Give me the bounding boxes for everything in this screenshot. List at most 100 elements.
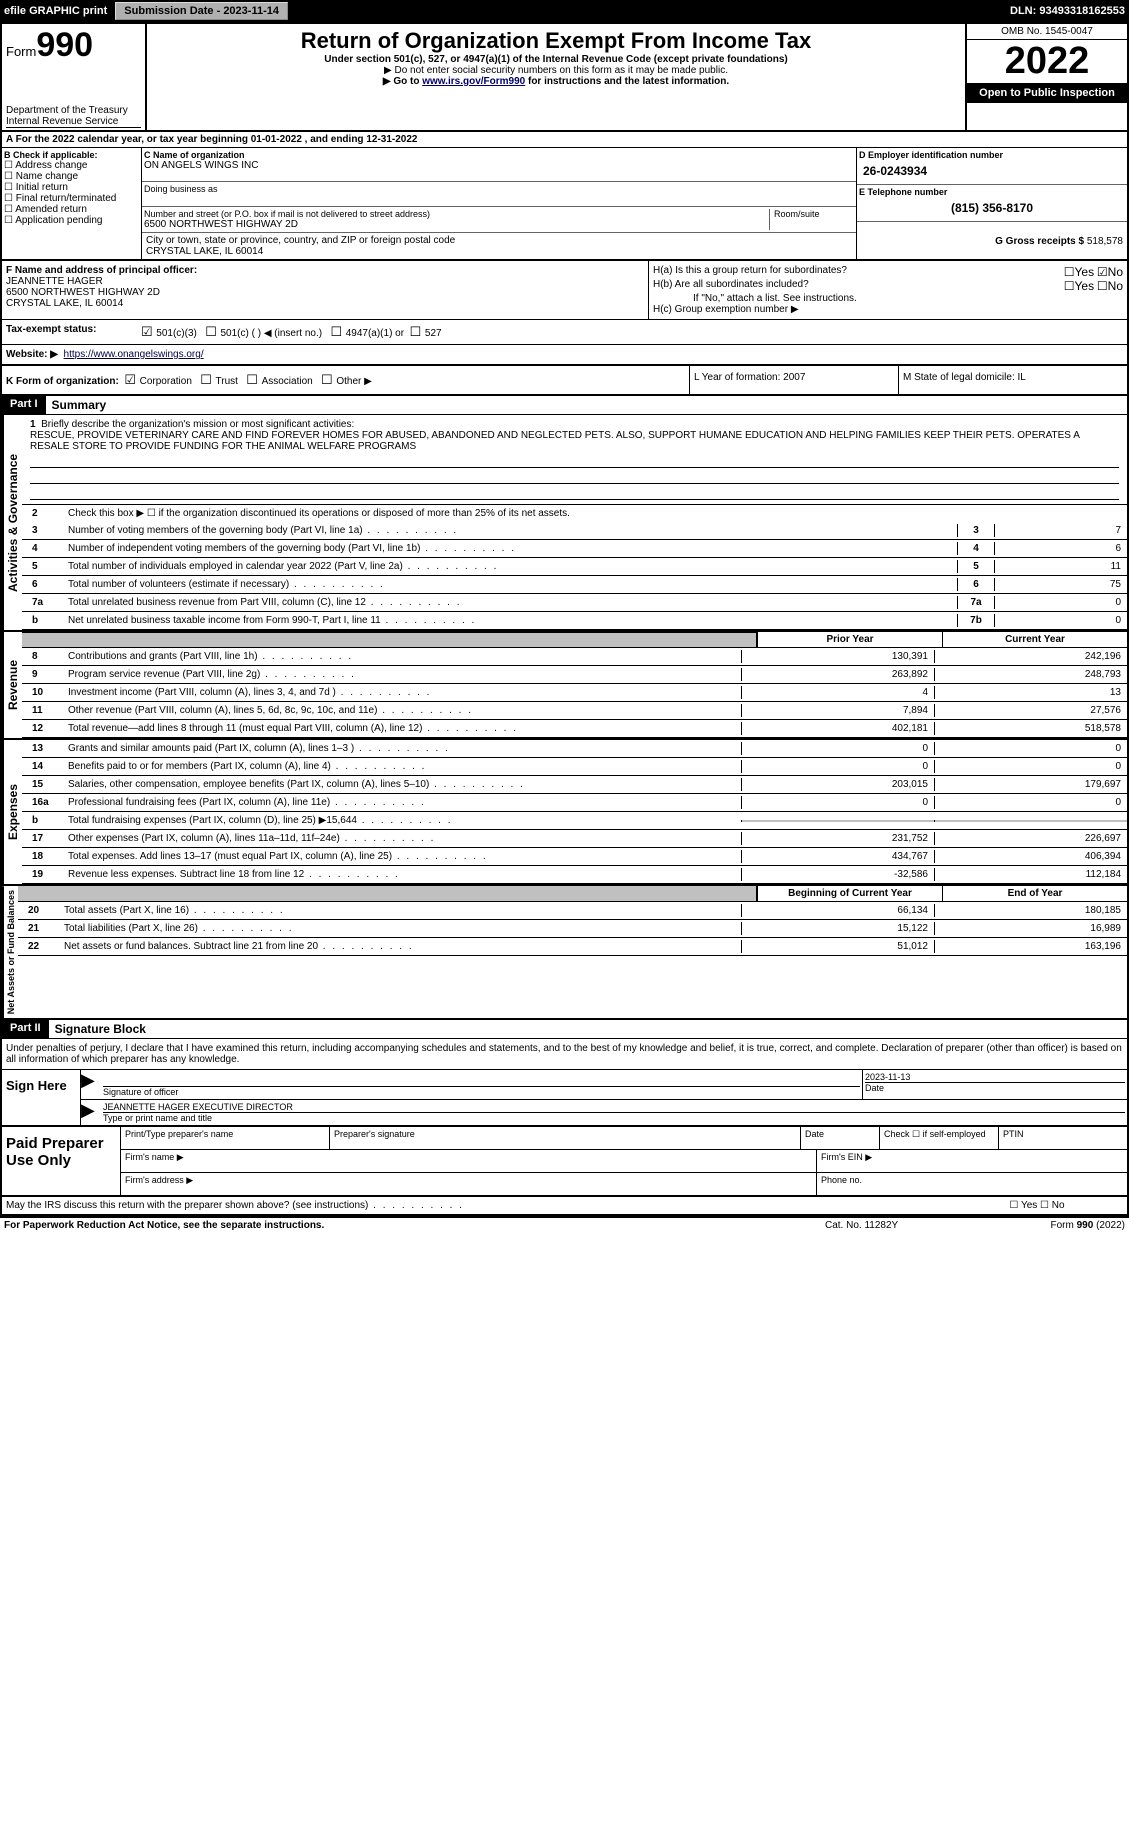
addr-value: 6500 NORTHWEST HIGHWAY 2D [144, 219, 765, 230]
omb-number: OMB No. 1545-0047 [967, 24, 1127, 40]
prep-firm-name: Firm's name ▶ [121, 1150, 817, 1172]
gross-value: 518,578 [1087, 236, 1123, 247]
sig-name-cell: JEANNETTE HAGER EXECUTIVE DIRECTOR Type … [101, 1100, 1127, 1125]
header-right: OMB No. 1545-0047 2022 Open to Public In… [965, 24, 1127, 130]
chk-assoc[interactable]: ☐ [246, 372, 261, 387]
current-year-hdr: Current Year [942, 632, 1127, 647]
website-label: Website: ▶ [6, 349, 58, 360]
website-link[interactable]: https://www.onangelswings.org/ [64, 349, 204, 360]
gov-line: 5Total number of individuals employed in… [22, 558, 1127, 576]
chk-final[interactable]: ☐ Final return/terminated [4, 193, 139, 204]
dept-label: Department of the Treasury [6, 105, 141, 116]
discuss-yn[interactable]: ☐ Yes ☐ No [947, 1200, 1127, 1211]
box-h: H(a) Is this a group return for subordin… [649, 261, 1127, 319]
expenses-section: Expenses 13Grants and similar amounts pa… [2, 738, 1127, 884]
addr-cell: Number and street (or P.O. box if mail i… [142, 207, 856, 233]
part-1-title: Summary [46, 396, 113, 414]
sign-here-row: Sign Here ▶ Signature of officer 2023-11… [2, 1070, 1127, 1127]
sig-date-label: Date [865, 1083, 884, 1093]
section-b-to-g: B Check if applicable: ☐ Address change … [2, 148, 1127, 261]
preparer-label: Paid Preparer Use Only [2, 1127, 121, 1195]
ein-cell: D Employer identification number 26-0243… [857, 148, 1127, 185]
sig-officer-cell[interactable]: Signature of officer [101, 1070, 862, 1099]
chk-amended[interactable]: ☐ Amended return [4, 204, 139, 215]
chk-address[interactable]: ☐ Address change [4, 160, 139, 171]
officer-addr2: CRYSTAL LAKE, IL 60014 [6, 298, 123, 309]
data-line: 17Other expenses (Part IX, column (A), l… [22, 830, 1127, 848]
prep-firm-row: Firm's name ▶ Firm's EIN ▶ [121, 1150, 1127, 1173]
section-f-h: F Name and address of principal officer:… [2, 261, 1127, 320]
preparer-row: Paid Preparer Use Only Print/Type prepar… [2, 1127, 1127, 1197]
dba-cell: Doing business as [142, 182, 856, 207]
phone-cell: E Telephone number (815) 356-8170 [857, 185, 1127, 222]
chk-527[interactable]: ☐ 527 [410, 324, 442, 340]
chk-other[interactable]: ☐ [321, 372, 336, 387]
chk-pending[interactable]: ☐ Application pending [4, 215, 139, 226]
chk-name[interactable]: ☐ Name change [4, 171, 139, 182]
part-2-badge: Part II [2, 1020, 49, 1038]
ha-no[interactable]: ☑No [1097, 265, 1123, 279]
open-public-badge: Open to Public Inspection [967, 83, 1127, 103]
form-big: 990 [36, 26, 93, 64]
box-f: F Name and address of principal officer:… [2, 261, 649, 319]
form-header: Form990 Department of the Treasury Inter… [2, 24, 1127, 132]
org-name-value: ON ANGELS WINGS INC [144, 160, 854, 171]
data-line: 16aProfessional fundraising fees (Part I… [22, 794, 1127, 812]
sig-date-value: 2023-11-13 [865, 1072, 1125, 1083]
phone-label: E Telephone number [859, 187, 1125, 197]
hb-yes[interactable]: ☐Yes [1064, 279, 1094, 293]
website-row: Website: ▶ https://www.onangelswings.org… [2, 345, 1127, 366]
data-line: 10Investment income (Part VIII, column (… [22, 684, 1127, 702]
city-cell: City or town, state or province, country… [142, 233, 856, 259]
chk-trust[interactable]: ☐ [200, 372, 215, 387]
gov-line: 6Total number of volunteers (estimate if… [22, 576, 1127, 594]
chk-initial[interactable]: ☐ Initial return [4, 182, 139, 193]
end-year-hdr: End of Year [942, 886, 1127, 901]
sig-arrow-2: ▶ [81, 1100, 101, 1125]
data-line: 13Grants and similar amounts paid (Part … [22, 740, 1127, 758]
hb-note: If "No," attach a list. See instructions… [653, 293, 1123, 304]
discuss-text: May the IRS discuss this return with the… [2, 1199, 947, 1212]
submission-date-button[interactable]: Submission Date - 2023-11-14 [115, 2, 288, 20]
chk-501c3[interactable]: ☑ 501(c)(3) [141, 324, 197, 340]
ha-yes[interactable]: ☐Yes [1064, 265, 1094, 279]
chk-corp[interactable]: ☑ [124, 372, 139, 387]
prep-h4[interactable]: Check ☐ if self-employed [880, 1127, 999, 1149]
gov-line: 7aTotal unrelated business revenue from … [22, 594, 1127, 612]
ein-value: 26-0243934 [859, 160, 1125, 182]
data-line: 11Other revenue (Part VIII, column (A), … [22, 702, 1127, 720]
data-line: 12Total revenue—add lines 8 through 11 (… [22, 720, 1127, 738]
gov-line: 2Check this box ▶ ☐ if the organization … [22, 505, 1127, 522]
box-f-label: F Name and address of principal officer: [6, 265, 197, 276]
data-line: 22Net assets or fund balances. Subtract … [18, 938, 1127, 956]
sig-name-value: JEANNETTE HAGER EXECUTIVE DIRECTOR [103, 1102, 1125, 1113]
form-small: Form [6, 44, 36, 59]
box-c: C Name of organization ON ANGELS WINGS I… [142, 148, 857, 259]
sig-arrow-1: ▶ [81, 1070, 101, 1099]
gov-line: bNet unrelated business taxable income f… [22, 612, 1127, 630]
brief-label: Briefly describe the organization's miss… [41, 419, 354, 430]
hb-no[interactable]: ☐No [1097, 279, 1123, 293]
gov-line: 3Number of voting members of the governi… [22, 522, 1127, 540]
box-b: B Check if applicable: ☐ Address change … [2, 148, 142, 259]
brief-cell: 1 Briefly describe the organization's mi… [22, 415, 1127, 505]
room-label: Room/suite [770, 209, 854, 230]
prep-addr-row: Firm's address ▶ Phone no. [121, 1173, 1127, 1195]
data-line: 21Total liabilities (Part X, line 26)15,… [18, 920, 1127, 938]
efile-topbar: efile GRAPHIC print Submission Date - 20… [0, 0, 1129, 22]
data-line: 9Program service revenue (Part VIII, lin… [22, 666, 1127, 684]
form-subtitle-3: ▶ Go to www.irs.gov/Form990 for instruct… [151, 76, 961, 87]
prep-firm-addr: Firm's address ▶ [121, 1173, 817, 1195]
dln-label: DLN: 93493318162553 [1010, 5, 1125, 17]
irs-link[interactable]: www.irs.gov/Form990 [422, 76, 525, 87]
form-title: Return of Organization Exempt From Incom… [151, 28, 961, 54]
gross-label: G Gross receipts $ [995, 236, 1084, 247]
net-header: Beginning of Current Year End of Year [18, 886, 1127, 902]
chk-501c[interactable]: ☐ 501(c) ( ) ◀ (insert no.) [205, 324, 322, 340]
k-l-m-row: K Form of organization: ☑ Corporation ☐ … [2, 366, 1127, 396]
sign-here-label: Sign Here [2, 1070, 81, 1125]
chk-4947[interactable]: ☐ 4947(a)(1) or [330, 324, 404, 340]
governance-section: Activities & Governance 1 Briefly descri… [2, 415, 1127, 630]
prep-phone: Phone no. [817, 1173, 1127, 1195]
city-value: CRYSTAL LAKE, IL 60014 [146, 246, 852, 257]
